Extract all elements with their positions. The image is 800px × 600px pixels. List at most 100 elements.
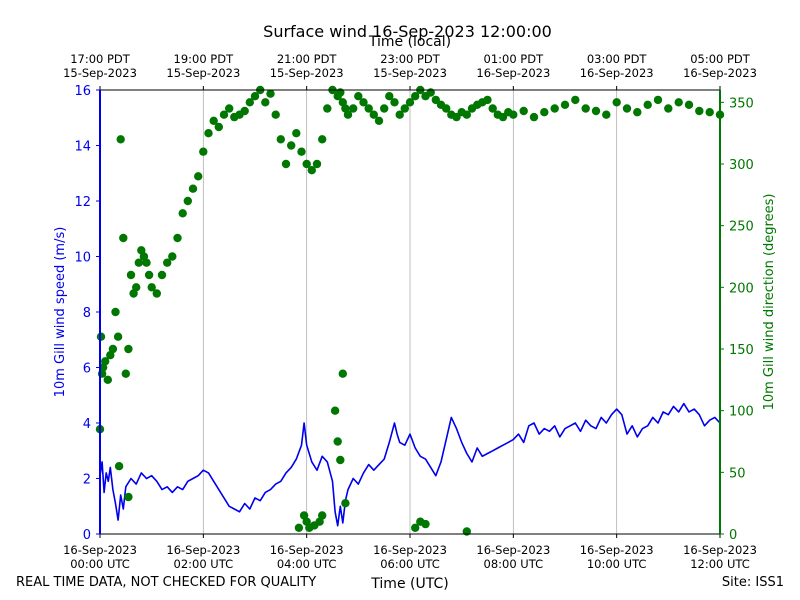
- wind-direction-point: [411, 92, 420, 101]
- wind-direction-point: [695, 106, 704, 116]
- wind-direction-point: [318, 135, 327, 144]
- wind-direction-point: [124, 492, 133, 502]
- wind-direction-point: [147, 283, 156, 292]
- wind-direction-point: [462, 110, 471, 119]
- wind-direction-point: [297, 147, 306, 156]
- top-tick-label-time: 19:00 PDT: [174, 52, 235, 66]
- wind-direction-point: [390, 98, 399, 107]
- wind-direction-point: [519, 106, 528, 116]
- y-tick-label-right: 0: [729, 528, 737, 543]
- wind-direction-point: [113, 332, 123, 341]
- wind-direction-point: [622, 104, 632, 113]
- wind-direction-point: [359, 98, 368, 107]
- wind-direction-point: [124, 344, 133, 354]
- wind-direction-point: [250, 92, 260, 101]
- y-tick-label-left: 2: [83, 473, 91, 488]
- y-tick-label-right: 50: [729, 466, 746, 481]
- x-tick-label-date: 16-Sep-2023: [476, 543, 550, 557]
- wind-direction-point: [380, 104, 389, 113]
- top-tick-label-date: 15-Sep-2023: [373, 66, 447, 80]
- wind-direction-point: [101, 357, 110, 366]
- wind-direction-point: [581, 104, 590, 113]
- wind-direction-point: [114, 462, 124, 471]
- wind-direction-point: [204, 129, 213, 138]
- wind-direction-point: [103, 375, 113, 384]
- quality-disclaimer: REAL TIME DATA, NOT CHECKED FOR QUALITY: [16, 575, 317, 590]
- wind-direction-point: [307, 166, 316, 175]
- wind-direction-point: [121, 369, 130, 378]
- wind-direction-point: [183, 196, 192, 206]
- wind-direction-point: [341, 499, 350, 508]
- wind-direction-point: [602, 110, 611, 119]
- y-tick-label-left: 6: [83, 362, 91, 377]
- wind-direction-point: [354, 92, 363, 101]
- wind-direction-point: [163, 258, 172, 267]
- wind-direction-point: [294, 523, 304, 532]
- wind-direction-point: [591, 106, 601, 116]
- wind-direction-point: [653, 95, 663, 105]
- wind-direction-point: [209, 116, 218, 126]
- y-tick-label-right: 250: [729, 220, 754, 235]
- wind-direction-point: [225, 104, 234, 113]
- wind-direction-point: [483, 95, 492, 105]
- x-tick-label-time: 10:00 UTC: [587, 557, 647, 571]
- wind-direction-point: [312, 159, 322, 169]
- wind-direction-point: [111, 307, 120, 317]
- x-tick-label-date: 16-Sep-2023: [270, 543, 344, 557]
- wind-direction-point: [643, 100, 652, 110]
- wind-direction-point: [194, 172, 203, 181]
- wind-direction-point: [330, 406, 340, 415]
- wind-direction-point: [281, 159, 291, 169]
- wind-direction-point: [705, 108, 714, 117]
- top-tick-label-date: 16-Sep-2023: [476, 66, 550, 80]
- site-label: Site: ISS1: [721, 575, 784, 590]
- wind-direction-point: [318, 511, 327, 520]
- top-tick-label-time: 05:00 PDT: [690, 52, 751, 66]
- y-tick-label-left: 8: [83, 306, 91, 321]
- wind-direction-point: [152, 289, 161, 298]
- top-tick-label-time: 17:00 PDT: [70, 52, 131, 66]
- wind-direction-point: [333, 437, 342, 446]
- wind-direction-point: [240, 106, 249, 116]
- y-tick-label-left: 16: [74, 84, 91, 99]
- wind-direction-point: [488, 104, 497, 113]
- wind-direction-point: [400, 104, 409, 113]
- x-tick-label-time: 08:00 UTC: [484, 557, 544, 571]
- x-tick-label-date: 16-Sep-2023: [63, 543, 137, 557]
- wind-direction-point: [336, 455, 345, 465]
- wind-direction-point: [199, 147, 208, 156]
- y-tick-label-right: 350: [729, 96, 754, 111]
- wind-direction-point: [442, 104, 451, 113]
- wind-direction-point: [178, 209, 187, 218]
- wind-direction-point: [108, 344, 118, 354]
- top-tick-label-date: 16-Sep-2023: [580, 66, 654, 80]
- top-tick-label-date: 15-Sep-2023: [270, 66, 344, 80]
- wind-direction-point: [343, 110, 353, 119]
- y-axis-label-right: 10m Gill wind direction (degrees): [762, 194, 777, 411]
- wind-direction-point: [302, 159, 311, 169]
- x-tick-label-date: 16-Sep-2023: [373, 543, 447, 557]
- y-tick-label-left: 10: [74, 251, 91, 266]
- wind-direction-point: [116, 135, 125, 144]
- wind-direction-point: [219, 110, 229, 119]
- wind-direction-point: [509, 110, 518, 119]
- wind-speed-line: [99, 402, 721, 527]
- wind-direction-point: [126, 270, 136, 280]
- wind-direction-point: [276, 135, 285, 144]
- y-tick-label-left: 0: [83, 528, 91, 543]
- wind-direction-point: [664, 104, 673, 113]
- y-tick-label-right: 150: [729, 343, 754, 358]
- y-axis-label-left: 10m Gill wind speed (m/s): [53, 227, 68, 398]
- y-tick-label-left: 4: [83, 417, 91, 432]
- wind-direction-point: [405, 98, 415, 107]
- top-tick-label-time: 03:00 PDT: [587, 52, 648, 66]
- wind-direction-point: [119, 233, 128, 243]
- wind-direction-point: [684, 100, 694, 110]
- wind-direction-point: [271, 110, 280, 119]
- x-tick-label-time: 00:00 UTC: [70, 557, 130, 571]
- wind-direction-point: [674, 98, 683, 107]
- wind-direction-point: [550, 104, 559, 113]
- wind-direction-point: [142, 258, 151, 267]
- wind-direction-point: [292, 129, 301, 138]
